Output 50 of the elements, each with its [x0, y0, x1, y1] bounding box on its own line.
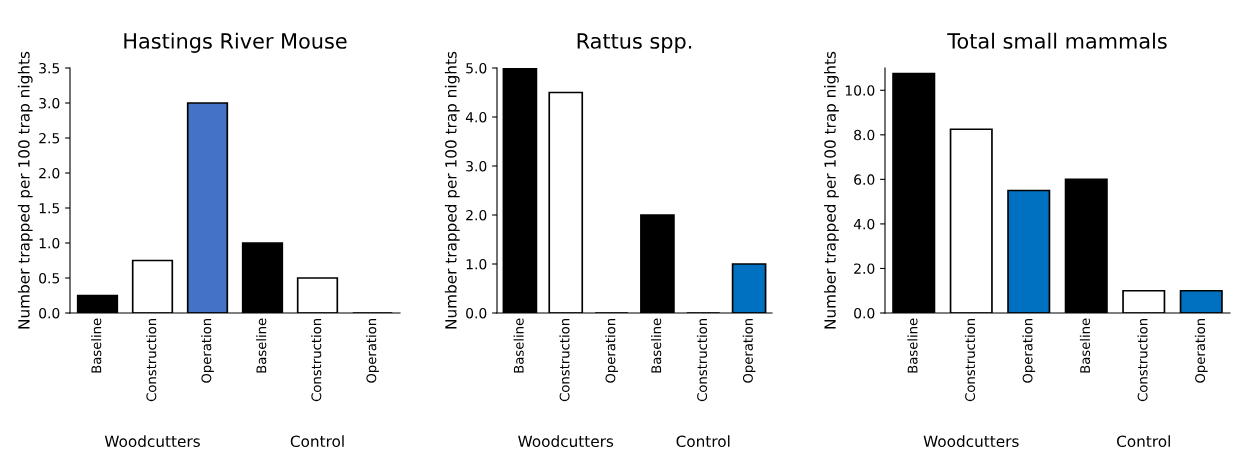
x-tick-label: Operation: [1194, 318, 1208, 383]
y-tick-label: 8.0: [854, 129, 875, 141]
x-tick-label: Construction: [311, 318, 322, 402]
chart-title: Total small mammals: [947, 32, 1167, 49]
y-axis-title: Number trapped per 100 trap nights: [17, 51, 33, 329]
x-tick-label: Baseline: [513, 318, 524, 373]
x-tick-label: Construction: [146, 318, 157, 402]
y-tick-label: 2.0: [854, 263, 875, 274]
x-tick-label: Baseline: [91, 318, 102, 373]
y-tick-label: 0.5: [39, 272, 60, 284]
y-tick-label: 0.0: [466, 307, 487, 319]
y-tick-label: 1.0: [466, 258, 487, 270]
text: Woodcutters: [518, 435, 614, 448]
text: Control: [290, 435, 344, 448]
y-tick-label: 2.0: [466, 209, 487, 221]
x-tick-label: Operation: [201, 318, 214, 383]
y-tick-label: 3.0: [466, 160, 487, 172]
x-tick-label: Baseline: [1079, 318, 1091, 373]
y-tick-label: 0.0: [39, 307, 60, 319]
y-tick-label: 6.0: [854, 174, 875, 185]
text: Control: [676, 435, 730, 448]
x-tick-label: Construction: [1137, 318, 1148, 402]
y-tick-label: 1.5: [39, 203, 60, 214]
y-tick-label: 0.0: [854, 307, 875, 319]
text: Woodcutters: [923, 435, 1019, 448]
x-tick-label: Operation: [366, 318, 379, 383]
y-tick-label: 10.0: [845, 85, 875, 96]
y-tick-label: 4.0: [465, 111, 487, 123]
y-tick-label: 2.0: [39, 167, 60, 179]
chart-title: Hastings River Mouse: [124, 32, 347, 53]
y-tick-label: 1.0: [39, 237, 60, 249]
y-axis-title: Number trapped per 100 trap nights: [444, 51, 460, 329]
x-tick-label: Baseline: [907, 318, 918, 373]
x-tick-label: Baseline: [256, 318, 267, 373]
text: Woodcutters: [104, 435, 200, 448]
x-tick-label: Construction: [696, 318, 708, 402]
y-tick-label: 2.5: [39, 132, 60, 144]
y-tick-label: 3.5: [39, 62, 60, 74]
text: Control: [1117, 435, 1170, 448]
x-tick-label: Operation: [605, 318, 618, 383]
x-tick-label: Construction: [559, 318, 570, 402]
x-tick-label: Baseline: [651, 318, 662, 373]
x-tick-label: Construction: [964, 318, 976, 402]
x-tick-label: Operation: [742, 318, 756, 383]
y-tick-label: 4.0: [853, 218, 875, 230]
y-tick-label: 3.0: [39, 97, 60, 109]
y-axis-title: Number trapped per 100 trap nights: [824, 51, 839, 329]
chart-title: Rattus spp.: [577, 33, 692, 53]
x-tick-label: Operation: [1022, 318, 1036, 383]
y-tick-label: 5.0: [466, 62, 487, 74]
